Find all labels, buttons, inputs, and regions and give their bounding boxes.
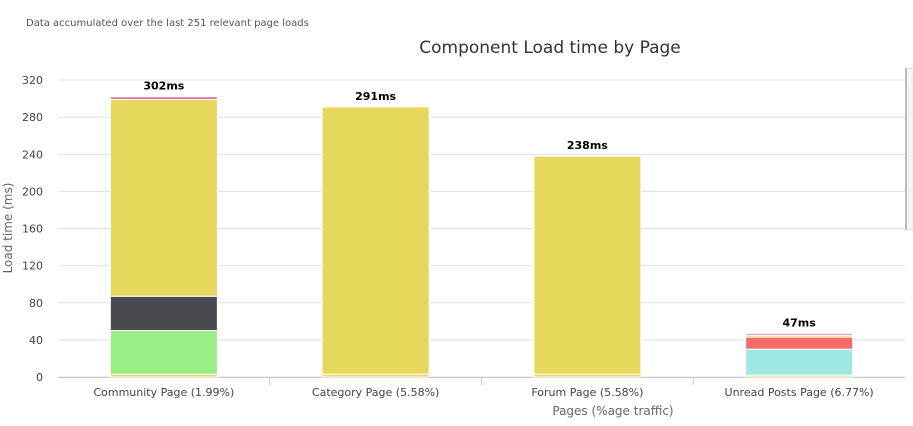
bar-segment [109, 295, 218, 332]
bar-total-label: 291ms [355, 90, 396, 103]
panel-scroll-handle[interactable] [905, 68, 913, 230]
bar-segment [109, 96, 218, 100]
x-axis-title: Pages (%age traffic) [552, 404, 673, 418]
y-tick-label: 0 [36, 371, 43, 384]
bar-segment [321, 106, 430, 375]
bar-segment [109, 98, 218, 297]
y-tick-label: 80 [29, 297, 43, 310]
y-tick-label: 280 [22, 111, 43, 124]
x-tick-label: Category Page (5.58%) [312, 386, 439, 399]
bar-segment [109, 330, 218, 375]
bar-segment [745, 332, 854, 336]
bar-total-label: 302ms [143, 80, 184, 93]
y-tick-label: 160 [22, 223, 43, 236]
bar-total-label: 47ms [782, 316, 816, 329]
bar-segment [533, 155, 642, 375]
y-tick-label: 240 [22, 148, 43, 161]
x-tick-label: Unread Posts Page (6.77%) [725, 386, 874, 399]
bar-segment [745, 348, 854, 376]
y-tick-label: 320 [22, 74, 43, 87]
bar-segment [745, 336, 854, 350]
y-tick-label: 200 [22, 185, 43, 198]
y-tick-label: 120 [22, 260, 43, 273]
bar-total-label: 238ms [567, 139, 608, 152]
y-axis-title: Load time (ms) [1, 183, 15, 274]
x-tick-label: Community Page (1.99%) [93, 386, 234, 399]
chart-title: Component Load time by Page [419, 38, 681, 58]
x-tick-label: Forum Page (5.58%) [531, 386, 643, 399]
y-tick-label: 40 [29, 334, 43, 347]
data-note: Data accumulated over the last 251 relev… [26, 18, 309, 29]
